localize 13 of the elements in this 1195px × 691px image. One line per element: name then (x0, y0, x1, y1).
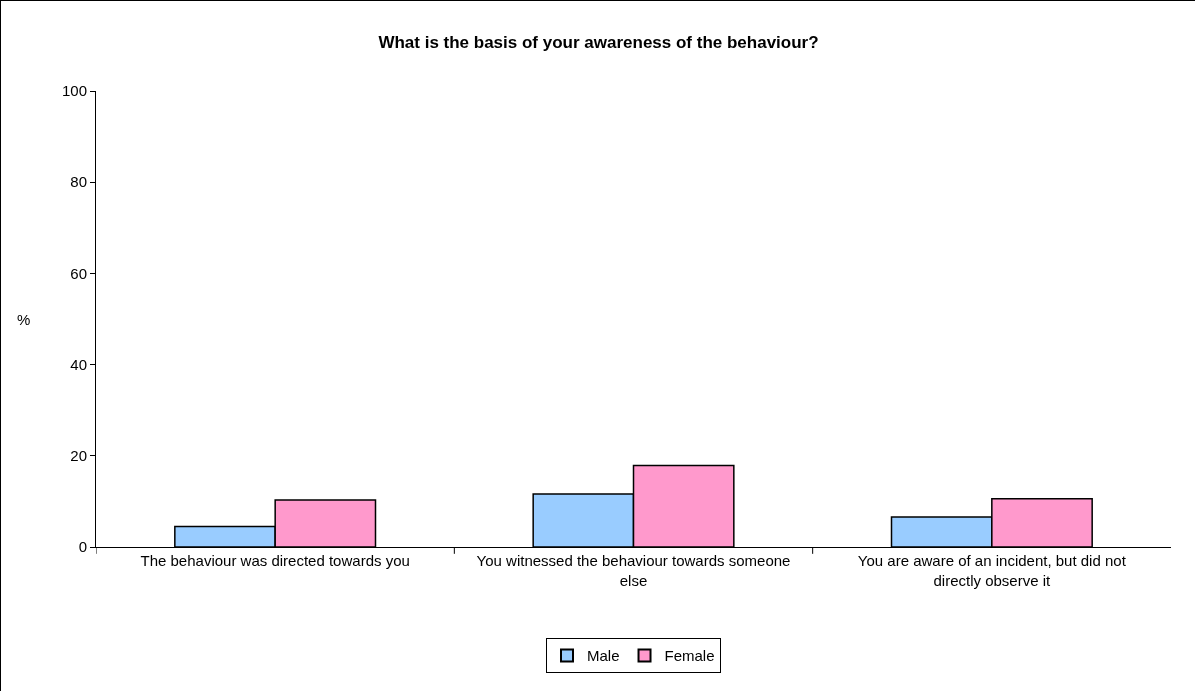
x-tick-label: You are aware of an incident, but did not directly observe it (857, 552, 1127, 589)
y-tick-label: 60 (70, 264, 87, 282)
y-axis-title: % (17, 311, 31, 328)
y-tick-label: 100 (61, 82, 87, 100)
y-tick-label: 0 (78, 538, 87, 556)
y-tick-label: 20 (70, 447, 87, 465)
legend-label: Male (587, 647, 620, 665)
y-tick-label: 40 (70, 355, 87, 373)
chart-title: What is the basis of your awareness of the behaviour? (378, 33, 819, 53)
x-tick-label: The behaviour was directed towards you (140, 552, 410, 569)
y-tick-label: 80 (70, 173, 87, 191)
legend-label: Female (664, 647, 715, 665)
x-tick-label: You witnessed the behaviour towards someone else (476, 552, 791, 589)
